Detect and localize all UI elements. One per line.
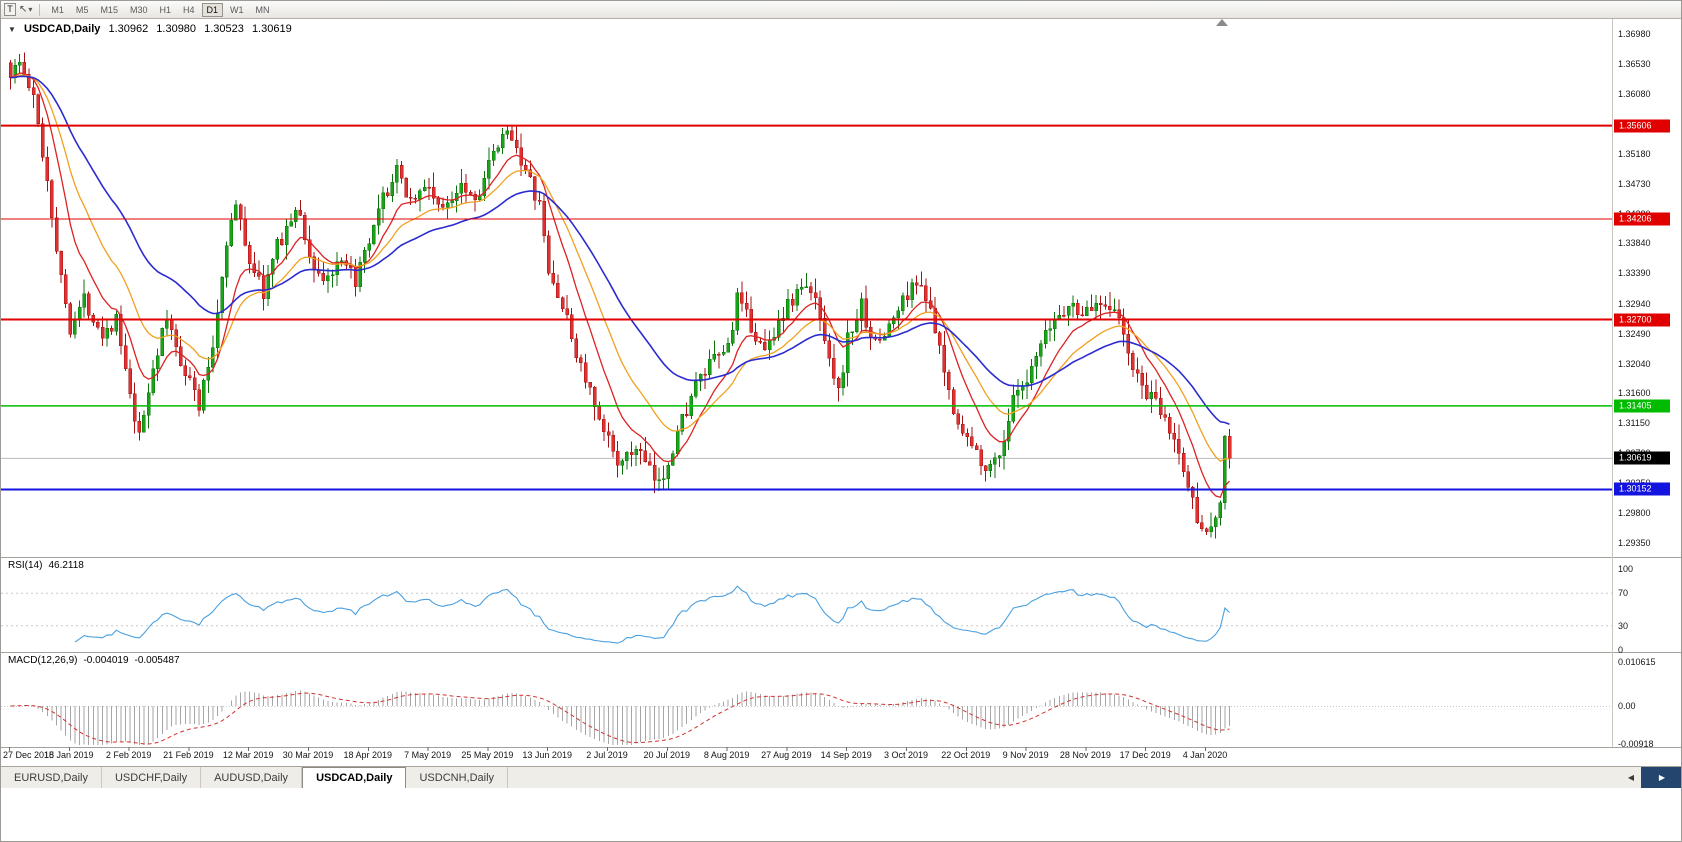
timeframe-button-h1[interactable]: H1	[159, 4, 171, 15]
timeframe-button-m15[interactable]: M15	[100, 4, 118, 15]
ma-line-ema-fast[interactable]	[10, 72, 1230, 498]
timeframe-button-m5[interactable]: M5	[75, 4, 89, 15]
tab-scroll-right-button[interactable]: ▶	[1641, 767, 1681, 788]
shift-marker-icon[interactable]	[1216, 19, 1228, 26]
price-axis[interactable]	[1613, 18, 1681, 747]
ma-line-ema-slow[interactable]	[10, 75, 1230, 426]
timeframe-button-m1[interactable]: M1	[51, 4, 64, 15]
chevron-down-icon[interactable]: ▾	[28, 5, 33, 14]
macd-signal-line	[10, 692, 1230, 745]
candles	[8, 52, 1232, 539]
tab-eurusd[interactable]: EURUSD,Daily	[1, 767, 102, 788]
timeframe-button-m30[interactable]: M30	[129, 4, 148, 15]
cursor-tool-icon[interactable]: ↖	[19, 4, 28, 15]
text-tool-button[interactable]: T	[4, 3, 16, 16]
chart-tab-bar: EURUSD,Daily USDCHF,Daily AUDUSD,Daily USDC…	[1, 766, 1681, 788]
tabbar-spacer	[508, 767, 1621, 788]
timeframe-button-w1[interactable]: W1	[230, 4, 244, 15]
tab-usdcnh[interactable]: USDCNH,Daily	[406, 767, 509, 788]
macd-histogram	[14, 690, 1230, 745]
rsi-line	[74, 585, 1230, 644]
main-chart-canvas[interactable]	[1, 1, 1682, 763]
tab-usdcad[interactable]: USDCAD,Daily	[302, 767, 407, 788]
tab-usdchf[interactable]: USDCHF,Daily	[102, 767, 202, 788]
top-toolbar: T ↖ ▾ M1 M5 M15 M30 H1 H4 D1 W1 MN	[1, 1, 1681, 19]
timeframe-button-d1[interactable]: D1	[201, 2, 224, 17]
tab-audusd[interactable]: AUDUSD,Daily	[201, 767, 303, 788]
timeframe-button-h4[interactable]: H4	[182, 4, 195, 15]
chart-tabs: EURUSD,Daily USDCHF,Daily AUDUSD,Daily USDC…	[1, 767, 509, 788]
ma-line-ema-medium[interactable]	[10, 74, 1230, 462]
timeframe-button-group: M1 M5 M15 M30 H1 H4 D1 W1 MN	[45, 2, 275, 17]
timeframe-button-mn[interactable]: MN	[255, 4, 270, 15]
toolbar-separator	[39, 3, 41, 16]
tab-scroll-left-button[interactable]: ◀	[1627, 773, 1635, 782]
